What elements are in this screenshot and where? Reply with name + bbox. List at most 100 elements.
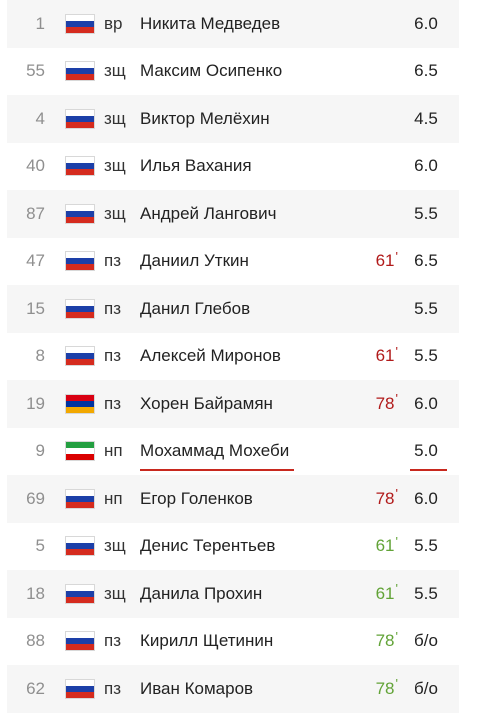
player-number: 55	[26, 61, 45, 81]
russia-flag-icon	[65, 536, 95, 557]
player-number: 87	[26, 203, 45, 223]
player-row[interactable]: 9 нп Мохаммад Мохеби 5.0	[7, 428, 459, 476]
substitution-out-minute: 78 '	[362, 380, 398, 428]
player-number: 19	[26, 393, 45, 413]
minute-value: 78	[375, 631, 395, 651]
player-rating: 4.5	[414, 108, 438, 128]
name-highlight-underline	[140, 469, 294, 471]
player-position: зщ	[104, 61, 126, 81]
player-rating: 6.5	[414, 61, 438, 81]
player-position: вр	[104, 13, 123, 33]
player-number: 40	[26, 156, 45, 176]
player-name-link[interactable]: Хорен Байрамян	[140, 393, 273, 413]
player-row[interactable]: 88 пз Кирилл Щетинин 78 ' б/о	[7, 618, 459, 666]
player-name-link[interactable]: Егор Голенков	[140, 488, 253, 508]
minute-mark-icon: '	[395, 533, 398, 549]
player-number: 47	[26, 251, 45, 271]
russia-flag-icon	[65, 61, 95, 82]
player-row[interactable]: 62 пз Иван Комаров 78 ' б/о	[7, 665, 459, 713]
russia-flag-icon	[65, 346, 95, 367]
minute-value: 61	[375, 251, 395, 271]
substitution-in-minute: 78 '	[362, 618, 398, 666]
player-name-link[interactable]: Данил Глебов	[140, 298, 251, 318]
russia-flag-icon	[65, 156, 95, 177]
minute-value: 78	[375, 393, 395, 413]
russia-flag-icon	[65, 13, 95, 34]
player-position: зщ	[104, 583, 126, 603]
player-row[interactable]: 5 зщ Денис Терентьев 61 ' 5.5	[7, 523, 459, 571]
player-number: 4	[35, 108, 45, 128]
player-number: 9	[35, 441, 45, 461]
player-row[interactable]: 8 пз Алексей Миронов 61 ' 5.5	[7, 333, 459, 381]
player-row[interactable]: 47 пз Даниил Уткин 61 ' 6.5	[7, 238, 459, 286]
player-row[interactable]: 87 зщ Андрей Лангович 5.5	[7, 190, 459, 238]
player-rating: 6.0	[414, 13, 438, 33]
player-row[interactable]: 18 зщ Данила Прохин 61 ' 5.5	[7, 570, 459, 618]
minute-value: 61	[375, 346, 395, 366]
player-position: зщ	[104, 156, 126, 176]
player-row[interactable]: 19 пз Хорен Байрамян 78 ' 6.0	[7, 380, 459, 428]
armenia-flag-icon	[65, 393, 95, 414]
player-position: пз	[104, 346, 121, 366]
russia-flag-icon	[65, 108, 95, 129]
player-name-link[interactable]: Никита Медведев	[140, 13, 281, 33]
player-name-link[interactable]: Иван Комаров	[140, 678, 254, 698]
player-position: пз	[104, 631, 121, 651]
player-name-link[interactable]: Андрей Лангович	[140, 203, 277, 223]
minute-mark-icon: '	[395, 391, 398, 407]
player-rating: б/о	[414, 678, 438, 698]
minute-value: 61	[375, 536, 395, 556]
player-row[interactable]: 40 зщ Илья Вахания 6.0	[7, 143, 459, 191]
player-row[interactable]: 55 зщ Максим Осипенко 6.5	[7, 48, 459, 96]
player-row[interactable]: 15 пз Данил Глебов 5.5	[7, 285, 459, 333]
player-name-link[interactable]: Даниил Уткин	[140, 251, 249, 271]
player-number: 88	[26, 631, 45, 651]
russia-flag-icon	[65, 298, 95, 319]
player-name-link[interactable]: Илья Вахания	[140, 156, 252, 176]
player-row[interactable]: 69 нп Егор Голенков 78 ' 6.0	[7, 475, 459, 523]
russia-flag-icon	[65, 203, 95, 224]
substitution-in-minute: 61 '	[362, 570, 398, 618]
player-number: 18	[26, 583, 45, 603]
minute-mark-icon: '	[395, 676, 398, 692]
player-rating: 5.5	[414, 583, 438, 603]
player-position: пз	[104, 678, 121, 698]
player-rating: 6.0	[414, 488, 438, 508]
minute-mark-icon: '	[395, 628, 398, 644]
player-number: 15	[26, 298, 45, 318]
player-rating: 5.5	[414, 346, 438, 366]
substitution-out-minute: 61 '	[362, 333, 398, 381]
minute-mark-icon: '	[395, 248, 398, 264]
player-row[interactable]: 1 вр Никита Медведев 6.0	[7, 0, 459, 48]
player-name-link[interactable]: Кирилл Щетинин	[140, 631, 274, 651]
russia-flag-icon	[65, 631, 95, 652]
player-number: 62	[26, 678, 45, 698]
substitution-in-minute: 61 '	[362, 523, 398, 571]
player-name-link[interactable]: Алексей Миронов	[140, 346, 281, 366]
player-rating: б/о	[414, 631, 438, 651]
player-position: пз	[104, 251, 121, 271]
minute-mark-icon: '	[395, 343, 398, 359]
player-position: пз	[104, 298, 121, 318]
minute-value: 78	[375, 488, 395, 508]
russia-flag-icon	[65, 678, 95, 699]
minute-mark-icon: '	[395, 486, 398, 502]
rating-highlight-underline	[410, 469, 447, 471]
player-number: 8	[35, 346, 45, 366]
player-name-link[interactable]: Денис Терентьев	[140, 536, 276, 556]
player-row[interactable]: 4 зщ Виктор Мелёхин 4.5	[7, 95, 459, 143]
player-rating: 5.0	[414, 441, 438, 461]
player-name-link[interactable]: Максим Осипенко	[140, 61, 283, 81]
substitution-out-minute: 78 '	[362, 475, 398, 523]
player-position: зщ	[104, 203, 126, 223]
player-position: пз	[104, 393, 121, 413]
minute-mark-icon: '	[395, 581, 398, 597]
minute-value: 61	[375, 583, 395, 603]
player-rating: 6.0	[414, 393, 438, 413]
player-rating: 6.5	[414, 251, 438, 271]
player-name-link[interactable]: Мохаммад Мохеби	[140, 441, 290, 461]
player-name-link[interactable]: Виктор Мелёхин	[140, 108, 270, 128]
player-name-link[interactable]: Данила Прохин	[140, 583, 263, 603]
iran-flag-icon	[65, 441, 95, 462]
